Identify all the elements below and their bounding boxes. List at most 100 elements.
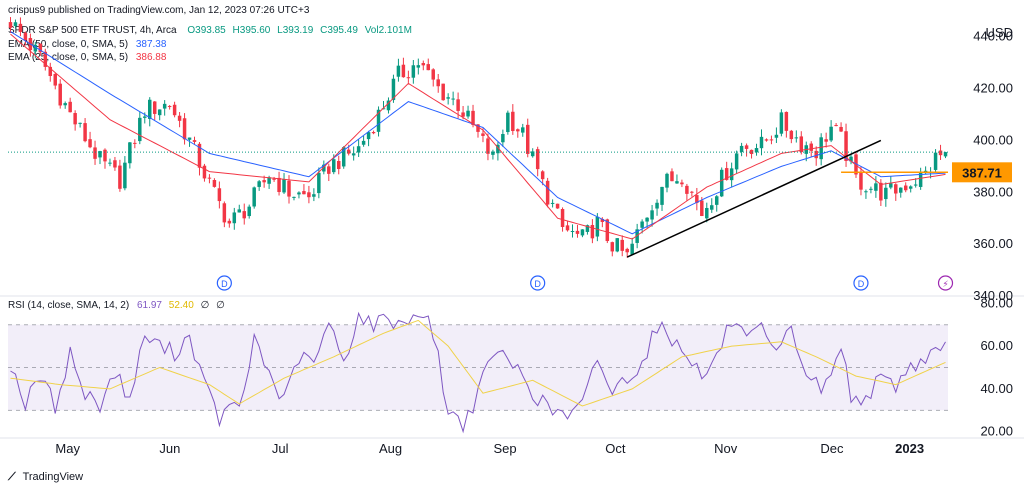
candle-body	[854, 154, 858, 175]
ema25-value: 386.88	[135, 52, 167, 63]
ohlc-high: H395.60	[233, 25, 271, 36]
price-tick-label: 420.00	[973, 81, 1013, 96]
candle-body	[779, 112, 784, 134]
candle-body	[446, 97, 450, 99]
candle-body	[908, 186, 913, 189]
candle-body	[695, 195, 699, 203]
ema50-label: EMA (50, close, 0, SMA, 5)	[8, 39, 129, 50]
candle-body	[899, 187, 903, 193]
candle-body	[212, 180, 217, 187]
candle-body	[456, 99, 460, 111]
candle-body	[297, 192, 301, 195]
footer-brand-text: TradingView	[22, 471, 84, 483]
candle-body	[287, 180, 291, 197]
candle-body	[411, 65, 416, 78]
candle-body	[167, 106, 172, 108]
candle-body	[73, 113, 77, 125]
time-tick-label: 2023	[895, 441, 924, 456]
candle-body	[103, 149, 107, 162]
candle-body	[267, 177, 271, 184]
price-pane[interactable]: D D D ⚡	[8, 17, 954, 291]
close-label: C	[320, 25, 328, 36]
candle-body	[744, 145, 749, 149]
candle-body	[655, 202, 659, 209]
candle-body	[332, 159, 336, 173]
candle-body	[565, 225, 570, 231]
ohlc-open: O393.85	[187, 25, 225, 36]
open-label: O	[187, 25, 196, 36]
rsi-value: 61.97	[136, 300, 162, 311]
candle-body	[794, 137, 799, 139]
dividend-marker[interactable]: D	[216, 275, 232, 291]
candle-body	[317, 172, 321, 194]
candle-body	[192, 140, 197, 142]
candle-body	[391, 78, 396, 101]
candle-body	[759, 136, 764, 149]
candle-body	[545, 180, 550, 205]
split-event-marker[interactable]: ⚡	[937, 275, 954, 291]
dividend-marker[interactable]: D	[530, 275, 546, 291]
candle-body	[943, 152, 948, 157]
candle-body	[58, 83, 62, 106]
time-tick-label: Jun	[159, 441, 180, 456]
candle-body	[227, 220, 232, 224]
candle-body	[466, 110, 470, 117]
axes: USD 340.00 360.00 380.00 400.00 420.00 440.00 2…	[0, 25, 1024, 456]
rsi-tick-label: 60.00	[980, 338, 1013, 353]
candle-body	[665, 173, 669, 188]
candle-body	[819, 137, 823, 160]
candle-body	[416, 65, 421, 68]
candle-body	[461, 112, 465, 117]
candle-body	[829, 126, 833, 141]
marker-label: D	[858, 279, 865, 289]
trend-line[interactable]	[626, 139, 882, 258]
candle-body	[839, 126, 843, 132]
candle-body	[685, 185, 689, 194]
candle-body	[143, 116, 147, 118]
candle-body	[63, 103, 67, 106]
symbol-title: SPDR S&P 500 ETF TRUST, 4h, Arca	[8, 25, 177, 36]
candle-body	[903, 185, 908, 191]
candle-body	[640, 221, 644, 228]
candle-body	[128, 142, 132, 164]
rsi-null-1: ∅	[200, 300, 210, 311]
candle-body	[814, 150, 818, 159]
candle-body	[680, 182, 684, 185]
candle-body	[650, 210, 654, 220]
price-tick-label: 340.00	[973, 288, 1013, 303]
rsi-ma-value: 52.40	[168, 300, 194, 311]
marker-circle	[937, 275, 954, 291]
candle-body	[481, 133, 485, 136]
candle-body	[471, 110, 475, 126]
candle-body	[13, 22, 18, 26]
candle-body	[426, 64, 431, 71]
rsi-pane[interactable]	[8, 311, 948, 434]
candle-body	[257, 181, 261, 187]
marker-circle	[853, 275, 869, 291]
high-label: H	[232, 25, 240, 36]
marker-label: D	[221, 279, 228, 289]
candle-body	[217, 188, 222, 202]
candle-body	[361, 140, 366, 145]
ohlc-close: C395.49	[320, 25, 358, 36]
close-value: 395.49	[327, 25, 358, 36]
price-tick-label: 400.00	[973, 132, 1013, 147]
volume-value: 2.101M	[378, 25, 412, 36]
candle-body	[506, 112, 510, 133]
ema50-legend: EMA (50, close, 0, SMA, 5) 387.38	[8, 39, 166, 50]
candle-body	[88, 139, 92, 148]
candle-body	[431, 69, 435, 80]
candle-body	[421, 63, 426, 66]
candle-body	[18, 23, 23, 32]
candle-body	[630, 243, 634, 255]
candle-body	[346, 149, 351, 154]
dividend-marker[interactable]: D	[853, 275, 869, 291]
low-value: 393.19	[282, 25, 314, 36]
candle-body	[78, 122, 82, 124]
candle-body	[879, 182, 883, 201]
candle-body	[575, 230, 580, 234]
candle-body	[645, 217, 649, 222]
candle-body	[501, 134, 505, 143]
rsi-tick-label: 40.00	[980, 381, 1013, 396]
